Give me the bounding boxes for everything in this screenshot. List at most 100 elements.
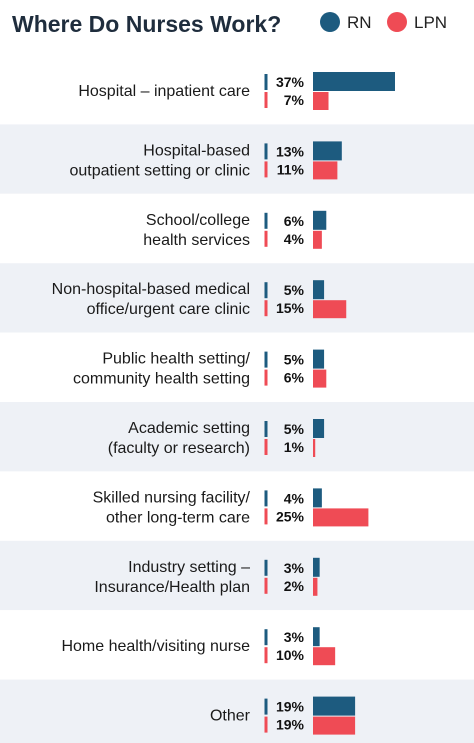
category-label-line: Skilled nursing facility/: [93, 489, 251, 506]
lpn-tick: [264, 161, 268, 178]
category-label-line: School/college: [146, 212, 250, 229]
lpn-value-label: 15%: [276, 300, 305, 316]
lpn-tick: [264, 508, 268, 525]
legend-label-rn: RN: [347, 13, 372, 32]
category-label-line: Hospital – inpatient care: [78, 83, 250, 100]
legend-swatch-rn: [320, 12, 340, 32]
rn-tick: [264, 143, 268, 160]
rn-value-label: 13%: [276, 143, 305, 159]
lpn-bar: [313, 92, 329, 110]
category-label-line: Industry setting –: [128, 559, 250, 576]
rn-value-label: 19%: [276, 699, 305, 715]
rn-bar: [313, 349, 325, 369]
lpn-tick: [264, 92, 268, 108]
rn-tick: [264, 421, 268, 437]
category-label: Hospital – inpatient care: [78, 83, 250, 100]
lpn-bar: [313, 577, 318, 596]
lpn-bar: [313, 161, 338, 180]
category-label-line: other long-term care: [106, 509, 250, 526]
rn-tick: [264, 490, 268, 507]
rn-value-label: 37%: [276, 74, 305, 90]
rn-bar: [313, 210, 327, 230]
rn-bar: [313, 419, 325, 438]
category-label-line: Home health/visiting nurse: [61, 638, 250, 655]
row-band: [0, 193, 474, 264]
rn-value-label: 3%: [284, 560, 305, 576]
category-label: Academic setting (faculty or research): [108, 420, 250, 457]
legend: RN LPN: [320, 12, 447, 32]
chart-title: Where Do Nurses Work?: [12, 11, 281, 37]
lpn-value-label: 2%: [284, 578, 305, 594]
lpn-value-label: 1%: [284, 439, 305, 455]
rn-value-label: 5%: [284, 352, 305, 368]
rn-bar: [313, 627, 320, 647]
rn-bar: [313, 141, 342, 161]
lpn-value-label: 25%: [276, 508, 305, 524]
rn-value-label: 3%: [284, 629, 305, 645]
lpn-value-label: 19%: [276, 717, 305, 733]
category-label-line: Insurance/Health plan: [94, 579, 250, 596]
rn-bar: [313, 488, 322, 508]
lpn-bar: [313, 647, 336, 666]
rn-bar: [313, 280, 325, 300]
lpn-bar: [313, 439, 316, 457]
lpn-tick: [264, 716, 268, 733]
rn-tick: [264, 698, 268, 715]
row-band: [0, 471, 474, 541]
lpn-value-label: 11%: [277, 161, 305, 177]
lpn-tick: [264, 647, 268, 664]
rn-tick: [264, 559, 268, 576]
category-label-line: community health setting: [73, 371, 250, 388]
rn-bar: [313, 72, 395, 91]
lpn-bar: [313, 716, 356, 735]
category-label: School/college health services: [143, 212, 250, 249]
row-band: [0, 124, 474, 194]
lpn-tick: [264, 230, 268, 247]
lpn-value-label: 6%: [284, 370, 305, 386]
category-label-line: health services: [143, 232, 250, 249]
category-label: Home health/visiting nurse: [61, 638, 250, 655]
rn-tick: [264, 351, 268, 368]
row-band: [0, 679, 474, 743]
rn-tick: [264, 74, 268, 90]
plot-area: Hospital – inpatient care 37% 7% Hospital-b…: [0, 55, 474, 743]
row-band: [0, 263, 474, 333]
lpn-value-label: 10%: [276, 647, 305, 663]
lpn-bar: [313, 230, 322, 249]
row-band: [0, 610, 474, 680]
row-band: [0, 332, 474, 402]
rn-value-label: 5%: [284, 282, 305, 298]
category-label-line: Academic setting: [128, 420, 250, 437]
category-label-line: Non-hospital-based medical: [52, 281, 250, 298]
rn-value-label: 4%: [284, 490, 305, 506]
category-label-line: (faculty or research): [108, 440, 250, 457]
rn-bar: [313, 696, 356, 716]
lpn-bar: [313, 508, 369, 527]
lpn-value-label: 4%: [284, 231, 305, 247]
rn-tick: [264, 629, 268, 646]
category-label-line: office/urgent care clinic: [87, 301, 250, 318]
row-band: [0, 402, 474, 472]
rn-tick: [264, 212, 268, 229]
rn-value-label: 6%: [284, 213, 305, 229]
lpn-bar: [313, 369, 327, 388]
rn-bar: [313, 557, 320, 577]
lpn-tick: [264, 369, 268, 386]
category-label-line: outpatient setting or clinic: [69, 162, 250, 179]
lpn-tick: [264, 439, 268, 455]
category-label: Hospital-based outpatient setting or clin…: [69, 142, 250, 179]
lpn-bar: [313, 300, 347, 319]
category-label-line: Hospital-based: [143, 142, 250, 159]
lpn-tick: [264, 300, 268, 317]
category-label: Public health setting/community health s…: [73, 351, 251, 388]
lpn-value-label: 7%: [284, 92, 305, 108]
row-band: [0, 540, 474, 611]
lpn-tick: [264, 577, 268, 594]
rn-value-label: 5%: [284, 421, 305, 437]
rn-tick: [264, 282, 268, 299]
category-label: Industry setting – Insurance/Health plan: [94, 559, 250, 596]
category-label: Non-hospital-based medical office/urgent …: [52, 281, 250, 318]
category-label: Skilled nursing facility/other long-term…: [93, 489, 251, 526]
legend-label-lpn: LPN: [414, 13, 447, 32]
